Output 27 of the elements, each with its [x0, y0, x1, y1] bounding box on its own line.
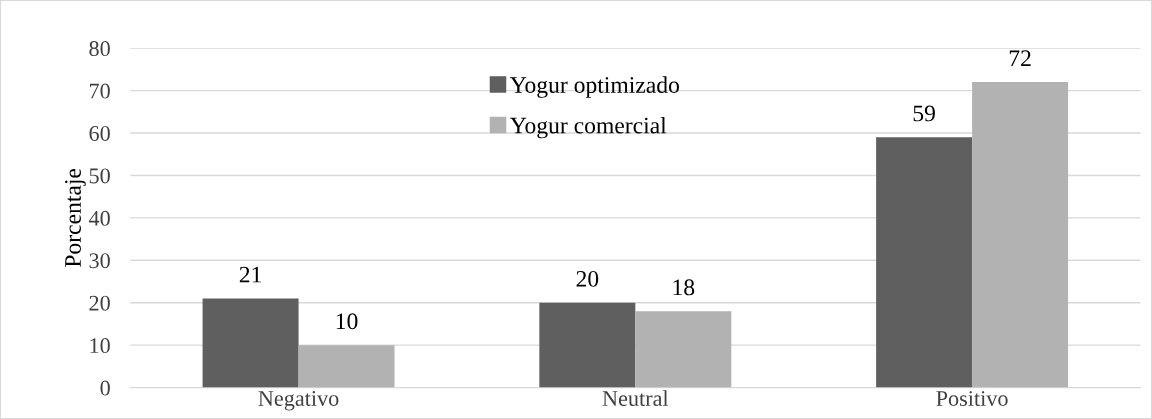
data-label: 20	[576, 270, 599, 287]
data-label: 59	[913, 105, 935, 122]
data-label: 72	[1009, 50, 1031, 66]
y-tick-label: 30	[89, 253, 110, 269]
y-tick-label: 80	[89, 41, 110, 57]
bar	[202, 298, 299, 388]
y-tick-label: 0	[100, 380, 110, 396]
y-tick-label: 10	[90, 338, 110, 354]
legend-label: Yogur optimizado	[510, 76, 679, 98]
y-tick-label: 20	[89, 295, 110, 311]
bar	[635, 311, 732, 388]
bar	[539, 302, 636, 388]
y-tick-label: 40	[88, 210, 110, 226]
data-label: 21	[239, 266, 261, 283]
x-tick-label: Neutral	[602, 390, 669, 406]
legend-label: Yogur comercial	[510, 116, 667, 139]
bar	[972, 82, 1069, 388]
data-label: 10	[336, 313, 358, 330]
y-axis-title: Porcentaje	[65, 168, 86, 268]
data-label: 18	[673, 279, 695, 296]
bar	[298, 345, 395, 388]
y-tick-label: 50	[89, 168, 110, 184]
x-tick-label: Positivo	[936, 391, 1008, 406]
y-tick-label: 70	[89, 83, 110, 99]
y-tick-label: 60	[89, 125, 110, 141]
x-tick-label: Negativo	[258, 391, 339, 411]
bar	[876, 137, 973, 388]
